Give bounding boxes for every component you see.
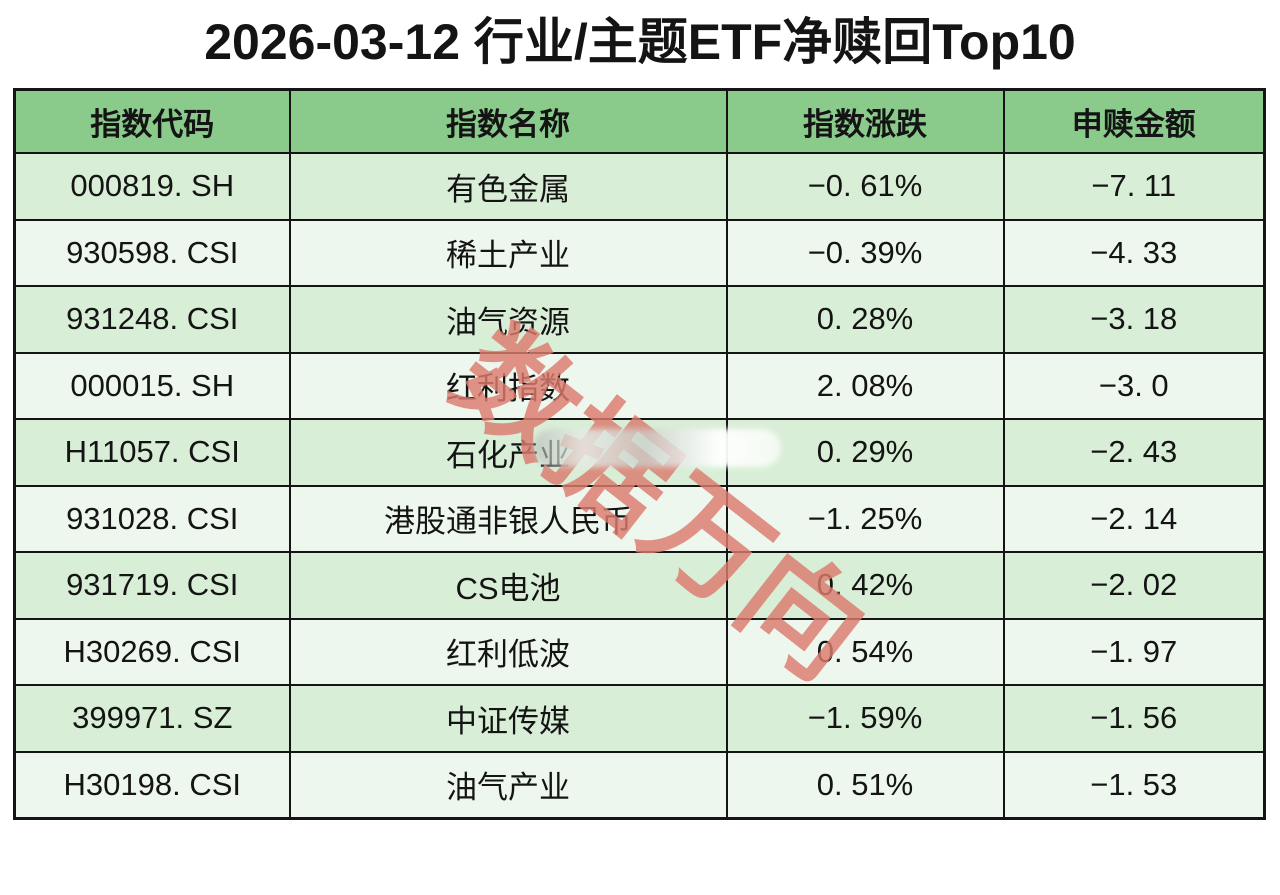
table-row: 000819. SH 有色金属 −0. 61% −7. 11 bbox=[13, 152, 1266, 221]
cell-index-name: 油气产业 bbox=[288, 750, 728, 820]
cell-index-name: 有色金属 bbox=[288, 152, 728, 221]
cell-index-name: 石化产业 bbox=[288, 418, 728, 487]
header-row: 指数代码 指数名称 指数涨跌 申赎金额 bbox=[13, 88, 1266, 154]
cell-amount: −2. 43 bbox=[1002, 418, 1266, 487]
cell-index-change: −1. 59% bbox=[725, 684, 1005, 753]
cell-index-code: 000015. SH bbox=[13, 351, 291, 420]
cell-amount: −1. 53 bbox=[1002, 750, 1266, 820]
cell-amount: −3. 0 bbox=[1002, 351, 1266, 420]
table-row: H30198. CSI 油气产业 0. 51% −1. 53 bbox=[13, 750, 1266, 820]
cell-amount: −3. 18 bbox=[1002, 285, 1266, 354]
cell-index-name: CS电池 bbox=[288, 551, 728, 620]
cell-index-change: 0. 54% bbox=[725, 617, 1005, 686]
table-row: H30269. CSI 红利低波 0. 54% −1. 97 bbox=[13, 617, 1266, 686]
col-header-index-code: 指数代码 bbox=[13, 88, 291, 154]
cell-index-code: 931719. CSI bbox=[13, 551, 291, 620]
cell-index-code: 931028. CSI bbox=[13, 484, 291, 553]
cell-index-name: 红利指数 bbox=[288, 351, 728, 420]
col-header-index-change: 指数涨跌 bbox=[725, 88, 1005, 154]
cell-index-change: 0. 29% bbox=[725, 418, 1005, 487]
cell-index-change: 0. 28% bbox=[725, 285, 1005, 354]
cell-index-name: 油气资源 bbox=[288, 285, 728, 354]
cell-index-code: 399971. SZ bbox=[13, 684, 291, 753]
cell-index-name: 红利低波 bbox=[288, 617, 728, 686]
cell-index-name: 中证传媒 bbox=[288, 684, 728, 753]
cell-index-change: 2. 08% bbox=[725, 351, 1005, 420]
col-header-amount: 申赎金额 bbox=[1002, 88, 1266, 154]
cell-amount: −2. 02 bbox=[1002, 551, 1266, 620]
table-row: 399971. SZ 中证传媒 −1. 59% −1. 56 bbox=[13, 684, 1266, 753]
cell-index-change: 0. 42% bbox=[725, 551, 1005, 620]
cell-index-code: 000819. SH bbox=[13, 152, 291, 221]
page-title: 2026-03-12 行业/主题ETF净赎回Top10 bbox=[204, 14, 1076, 70]
table-row: H11057. CSI 石化产业 0. 29% −2. 43 bbox=[13, 418, 1266, 487]
col-header-index-name: 指数名称 bbox=[288, 88, 728, 154]
cell-index-code: 930598. CSI bbox=[13, 218, 291, 287]
table-row: 930598. CSI 稀土产业 −0. 39% −4. 33 bbox=[13, 218, 1266, 287]
cell-index-code: 931248. CSI bbox=[13, 285, 291, 354]
cell-index-code: H11057. CSI bbox=[13, 418, 291, 487]
table-row: 000015. SH 红利指数 2. 08% −3. 0 bbox=[13, 351, 1266, 420]
cell-index-change: 0. 51% bbox=[725, 750, 1005, 820]
cell-index-name: 港股通非银人民币 bbox=[288, 484, 728, 553]
cell-index-code: H30269. CSI bbox=[13, 617, 291, 686]
etf-table: 指数代码 指数名称 指数涨跌 申赎金额 000819. SH 有色金属 −0. … bbox=[13, 88, 1266, 820]
cell-amount: −4. 33 bbox=[1002, 218, 1266, 287]
cell-amount: −2. 14 bbox=[1002, 484, 1266, 553]
cell-index-name: 稀土产业 bbox=[288, 218, 728, 287]
cell-index-change: −1. 25% bbox=[725, 484, 1005, 553]
cell-amount: −7. 11 bbox=[1002, 152, 1266, 221]
cell-amount: −1. 97 bbox=[1002, 617, 1266, 686]
cell-index-code: H30198. CSI bbox=[13, 750, 291, 820]
table-row: 931719. CSI CS电池 0. 42% −2. 02 bbox=[13, 551, 1266, 620]
table-row: 931028. CSI 港股通非银人民币 −1. 25% −2. 14 bbox=[13, 484, 1266, 553]
cell-index-change: −0. 39% bbox=[725, 218, 1005, 287]
cell-index-change: −0. 61% bbox=[725, 152, 1005, 221]
cell-amount: −1. 56 bbox=[1002, 684, 1266, 753]
table-row: 931248. CSI 油气资源 0. 28% −3. 18 bbox=[13, 285, 1266, 354]
